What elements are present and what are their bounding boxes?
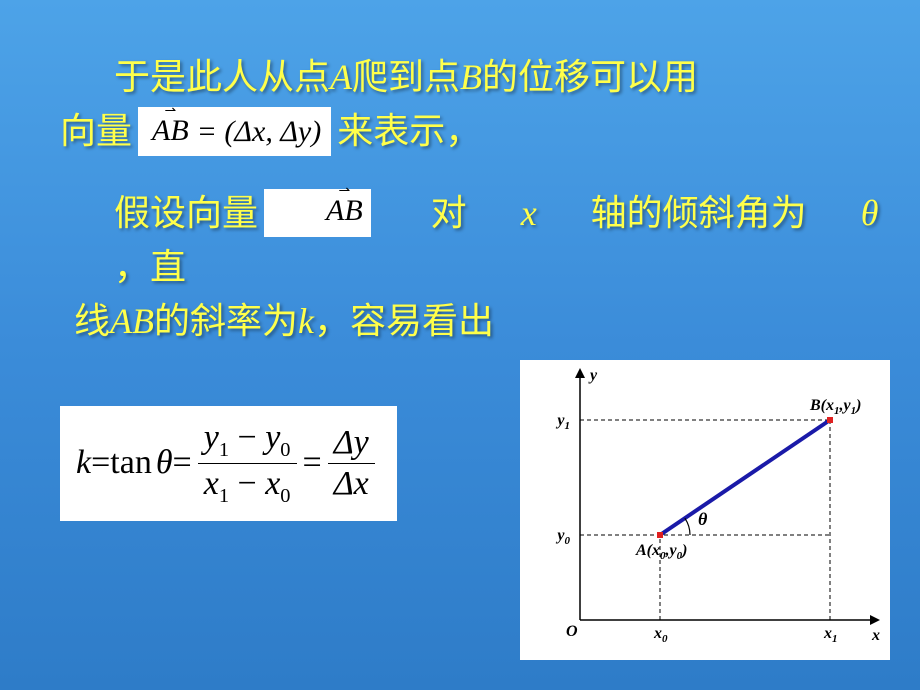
eq-sign: = bbox=[91, 444, 110, 482]
vector-label: AB bbox=[272, 188, 363, 233]
v: x bbox=[265, 465, 280, 502]
var-theta: θ bbox=[156, 444, 173, 482]
vector-formula-AB: ⇀ AB = (Δx, Δy) bbox=[138, 107, 331, 156]
text: 来表示， bbox=[337, 104, 481, 158]
text: 于是此人从点 bbox=[114, 57, 330, 97]
s: 0 bbox=[280, 439, 290, 461]
var-k: k bbox=[298, 301, 314, 341]
vector-AB: ⇀ AB bbox=[152, 109, 189, 154]
var-AB: AB bbox=[110, 301, 154, 341]
denominator: Δx bbox=[328, 464, 375, 504]
var-theta: θ bbox=[807, 186, 879, 240]
var-x: x bbox=[467, 186, 537, 240]
slope-formula: k = tan θ = y1 − y0 x1 − x0 = Δy Δx bbox=[60, 406, 397, 521]
var-B: B bbox=[460, 57, 482, 97]
m: − bbox=[229, 419, 265, 456]
text: 线 bbox=[74, 301, 110, 341]
vector-equation: = (Δx, Δy) bbox=[197, 109, 322, 154]
s: 1 bbox=[219, 439, 229, 461]
text: 爬到点 bbox=[352, 57, 460, 97]
v: y bbox=[265, 419, 280, 456]
svg-text:O: O bbox=[566, 623, 578, 640]
paragraph-line-1: 于是此人从点A爬到点B的位移可以用 bbox=[60, 50, 880, 104]
denominator: x1 − x0 bbox=[198, 464, 297, 509]
fraction-1: y1 − y0 x1 − x0 bbox=[198, 418, 297, 509]
vector-AB-small: ⇀ AB bbox=[264, 189, 371, 238]
coordinate-graph: θOxyx0x1y0y1A(x0,y0)B(x1,y1) bbox=[520, 360, 890, 660]
text: 的位移可以用 bbox=[482, 57, 698, 97]
v: y bbox=[204, 419, 219, 456]
slide-content: 于是此人从点A爬到点B的位移可以用 向量 ⇀ AB = (Δx, Δy) 来表示… bbox=[0, 0, 920, 348]
paragraph-line-3: 假设向量 ⇀ AB 对x轴的倾斜角为θ ，直 bbox=[60, 186, 880, 294]
numerator: Δy bbox=[328, 423, 375, 463]
text: ，容易看出 bbox=[314, 301, 494, 341]
v: x bbox=[204, 465, 219, 502]
var-A: A bbox=[330, 57, 352, 97]
svg-text:θ: θ bbox=[698, 509, 708, 529]
paragraph-line-4: 线AB的斜率为k，容易看出 bbox=[74, 294, 880, 348]
svg-text:y: y bbox=[588, 367, 598, 384]
text: 对 bbox=[377, 186, 467, 240]
tan-fn: tan bbox=[110, 444, 152, 482]
m: − bbox=[229, 465, 265, 502]
text: 轴的倾斜角为 bbox=[537, 186, 807, 240]
var-k: k bbox=[76, 444, 91, 482]
text: 向量 bbox=[60, 104, 132, 158]
paragraph-line-2: 向量 ⇀ AB = (Δx, Δy) 来表示， bbox=[60, 104, 880, 158]
text: 假设向量 bbox=[60, 186, 258, 240]
eq-sign: = bbox=[303, 444, 322, 482]
text: 的斜率为 bbox=[154, 301, 298, 341]
eq-sign: = bbox=[173, 444, 192, 482]
text: ，直 bbox=[60, 240, 186, 294]
s: 1 bbox=[219, 485, 229, 507]
numerator: y1 − y0 bbox=[198, 418, 297, 463]
svg-text:x: x bbox=[871, 627, 880, 644]
fraction-2: Δy Δx bbox=[328, 423, 375, 504]
vector-label: AB bbox=[152, 108, 189, 153]
s: 0 bbox=[280, 485, 290, 507]
